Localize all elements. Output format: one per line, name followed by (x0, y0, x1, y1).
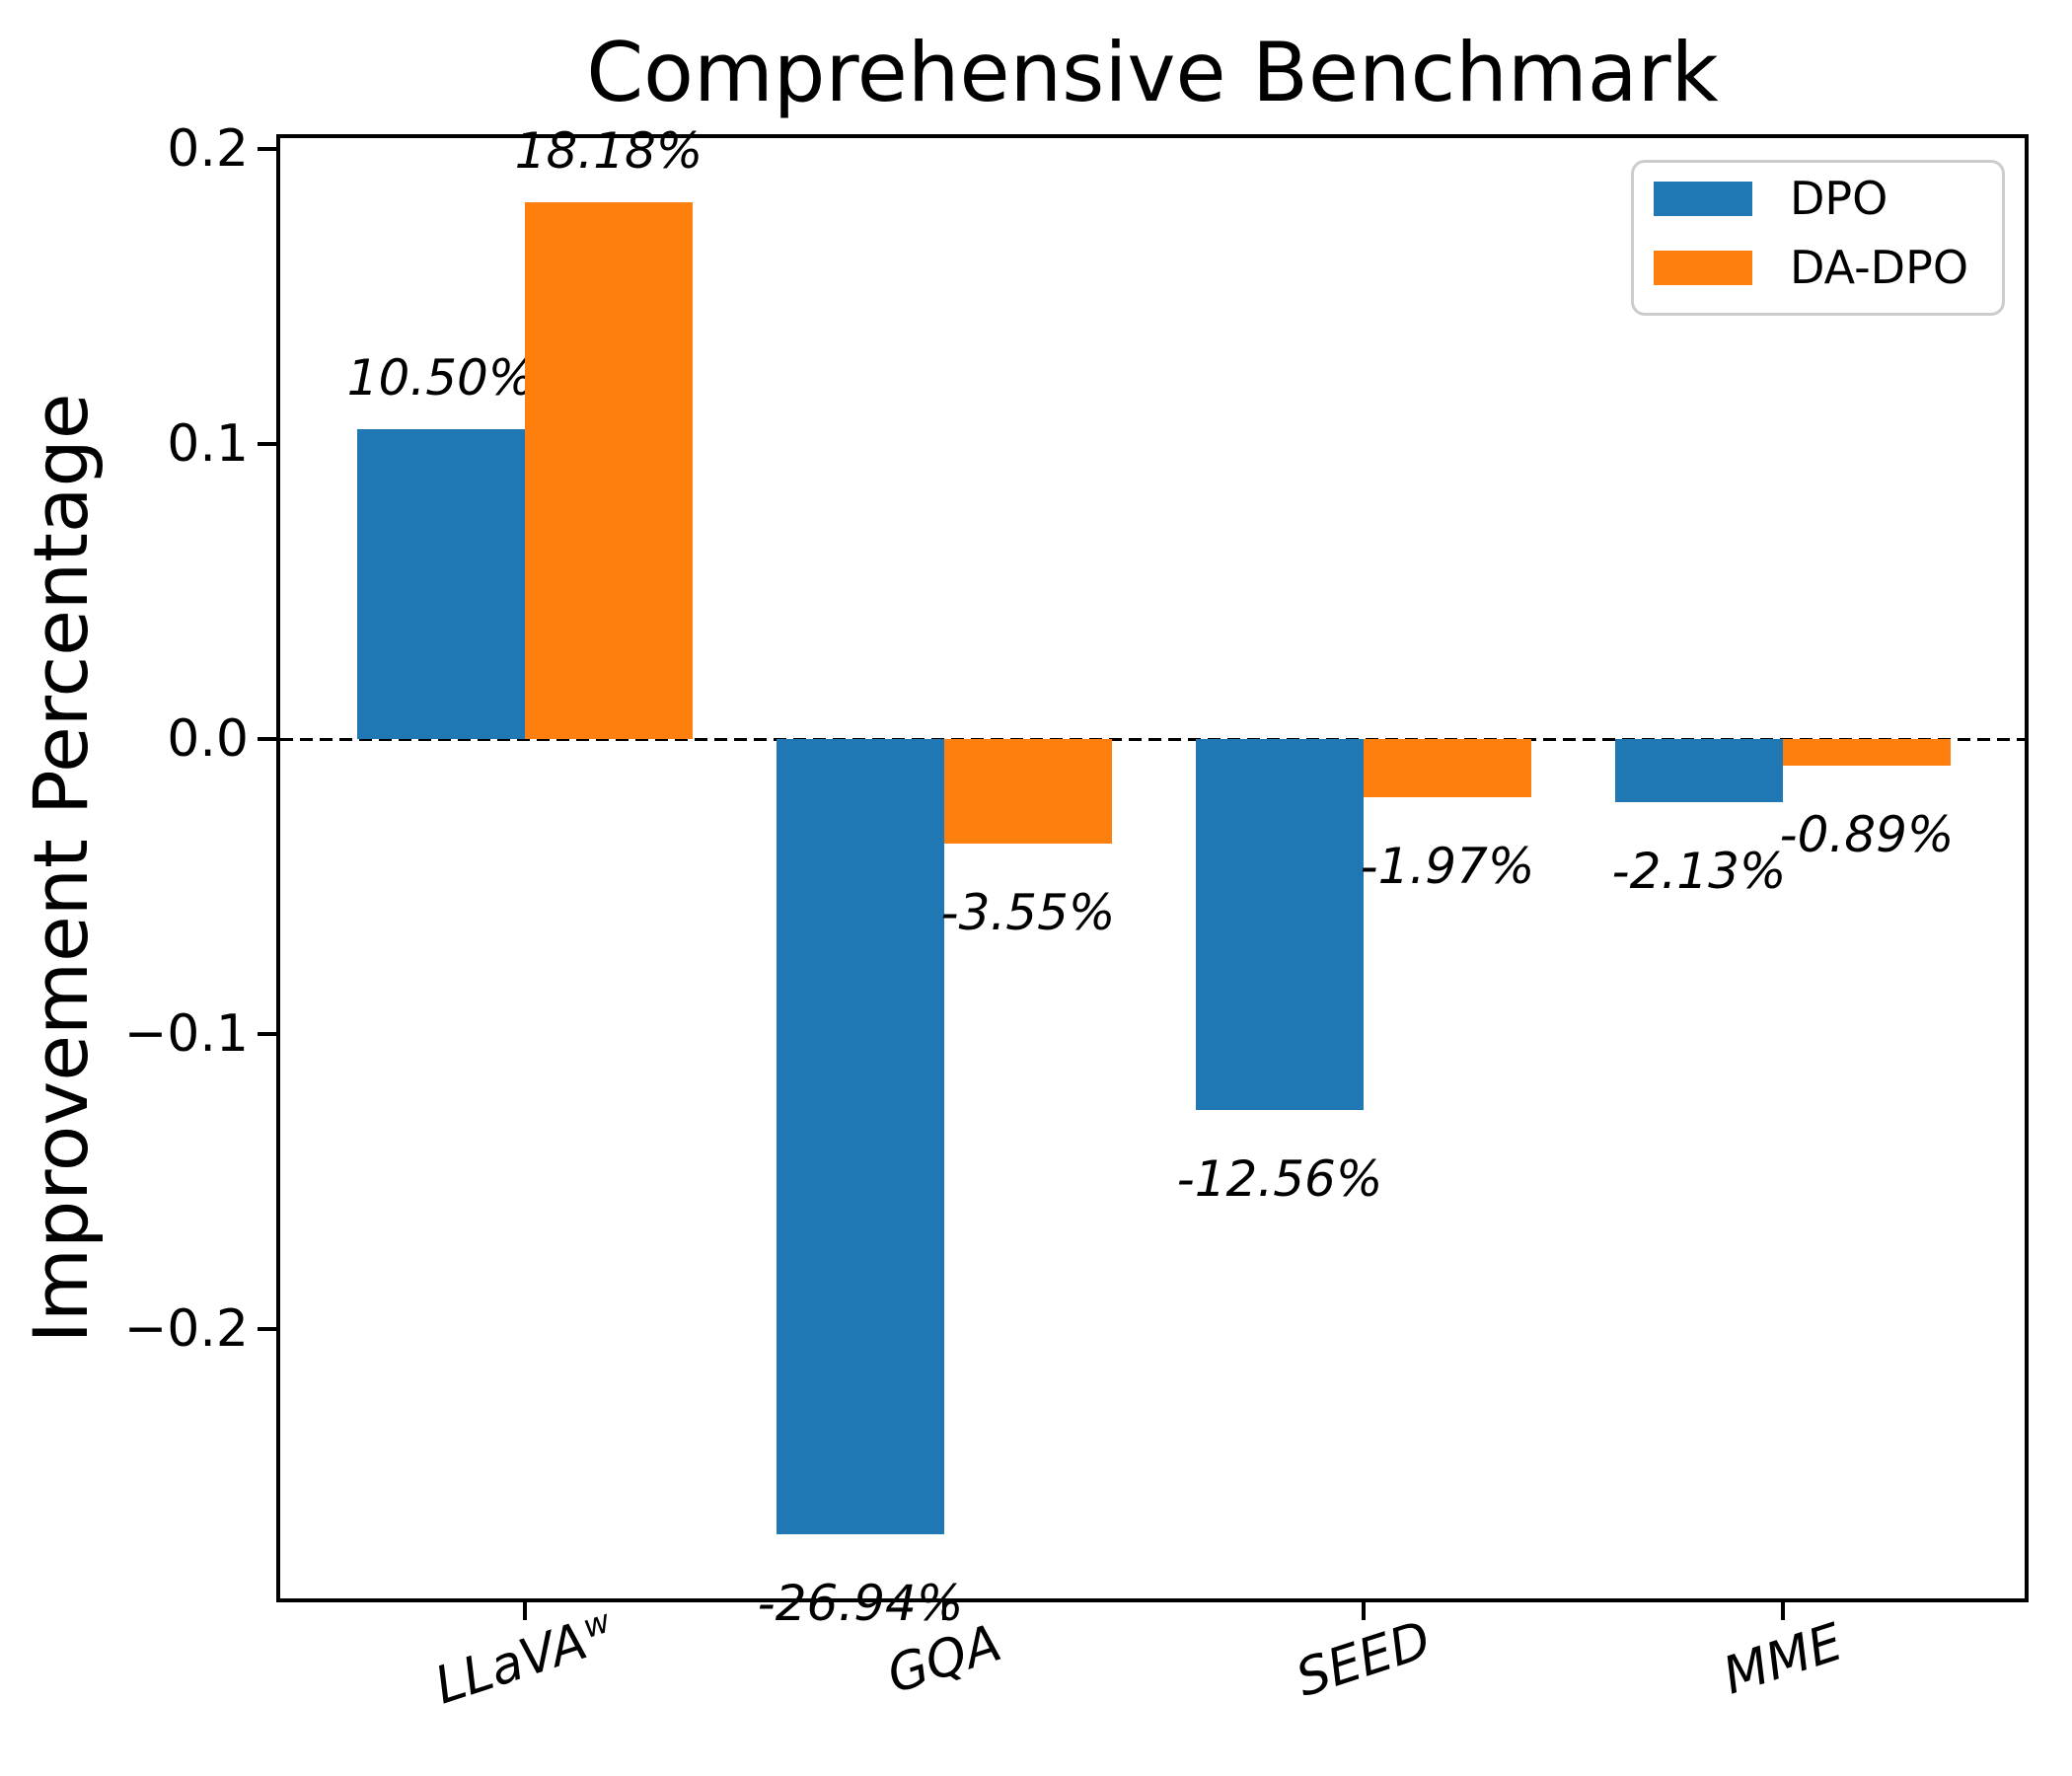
legend-swatch-da-dpo (1654, 251, 1752, 285)
bar-dpo-gqa (777, 739, 944, 1534)
y-tick-mark (258, 1327, 276, 1331)
bar-da-dpo-mme (1783, 739, 1951, 766)
legend-swatch-dpo (1654, 182, 1752, 216)
y-tick-label: −0.2 (123, 1299, 249, 1359)
bar-value-label: -12.56% (1176, 1150, 1383, 1208)
y-tick-mark (258, 737, 276, 741)
y-tick-mark (258, 147, 276, 151)
bar-value-label: -2.13% (1611, 843, 1787, 900)
x-tick-label-text: SEED (1289, 1610, 1439, 1709)
x-tick-label-seed: SEED (1289, 1610, 1439, 1709)
x-tick-mark (523, 1602, 527, 1620)
plot-area (276, 134, 2029, 1602)
y-tick-label: 0.2 (167, 119, 249, 179)
bar-da-dpo-gqa (944, 739, 1112, 844)
legend: DPO DA-DPO (1631, 160, 2005, 316)
bar-da-dpo-llava (525, 202, 693, 739)
x-tick-label-mme: MME (1716, 1613, 1849, 1707)
legend-label-dpo: DPO (1790, 172, 1888, 225)
y-tick-label: −0.1 (123, 1004, 249, 1064)
bar-value-label: -3.55% (940, 884, 1116, 941)
bar-value-label: -0.89% (1779, 806, 1955, 863)
chart-title: Comprehensive Benchmark (586, 25, 1719, 120)
bar-dpo-seed (1196, 739, 1364, 1110)
x-tick-label-llava: LLaVAw (428, 1601, 621, 1716)
y-axis-label: Improvement Percentage (17, 393, 105, 1344)
y-tick-mark (258, 442, 276, 446)
legend-label-da-dpo: DA-DPO (1790, 241, 1969, 294)
bar-value-label: 18.18% (514, 122, 703, 180)
y-tick-label: 0.1 (167, 414, 249, 474)
zero-baseline (280, 738, 2025, 741)
bar-dpo-mme (1615, 739, 1783, 802)
x-tick-label-text: LLaVA (427, 1611, 595, 1717)
x-tick-mark (1362, 1602, 1366, 1620)
x-tick-mark (942, 1602, 946, 1620)
bar-value-label: -26.94% (757, 1575, 964, 1632)
bar-dpo-llava (357, 429, 525, 739)
y-tick-label: 0.0 (167, 709, 249, 769)
bar-value-label: -1.97% (1360, 838, 1535, 895)
x-tick-mark (1781, 1602, 1785, 1620)
y-tick-mark (258, 1032, 276, 1036)
bar-value-label: 10.50% (346, 349, 536, 407)
bar-da-dpo-seed (1364, 739, 1531, 797)
x-tick-label-text: MME (1716, 1612, 1850, 1707)
